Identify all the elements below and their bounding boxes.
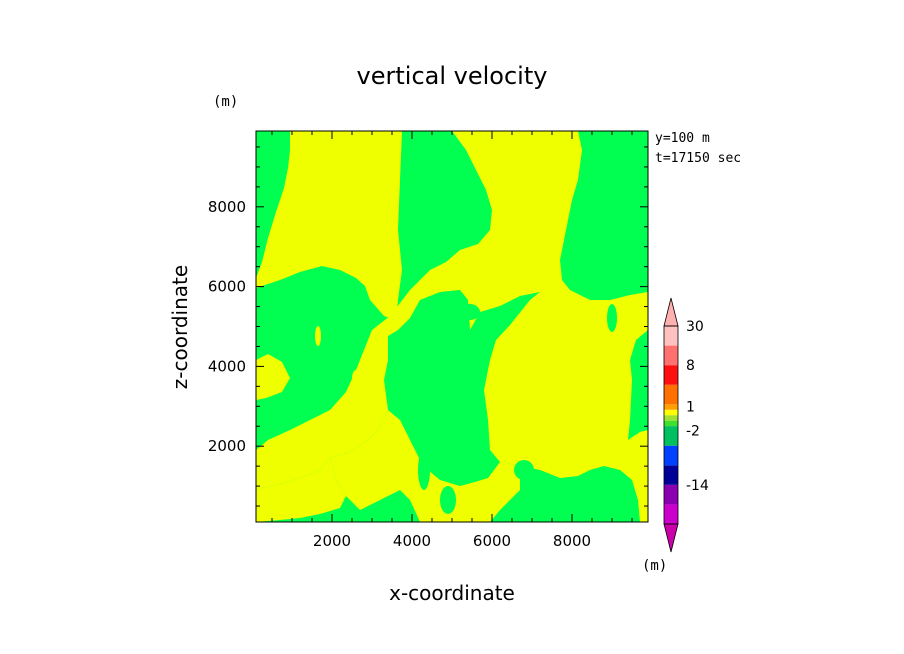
x-tick-label: 2000 bbox=[313, 532, 351, 550]
contour-island-9 bbox=[315, 326, 321, 346]
info-line-1: y=100 m bbox=[655, 131, 710, 146]
contour-island-3 bbox=[460, 304, 480, 320]
contour-island-12 bbox=[586, 350, 594, 370]
colorbar-bin bbox=[664, 465, 678, 485]
colorbar-label: -2 bbox=[686, 424, 700, 440]
contour-island-10 bbox=[518, 384, 526, 400]
contour-region-d bbox=[256, 458, 346, 522]
colorbar-label: 1 bbox=[686, 399, 695, 415]
x-tick-label: 8000 bbox=[553, 532, 591, 550]
colorbar-bottom-arrow bbox=[663, 523, 679, 553]
x-axis-label: x-coordinate bbox=[389, 581, 515, 605]
colorbar-frame bbox=[663, 325, 679, 525]
y-tick-label: 2000 bbox=[208, 437, 246, 455]
colorbar-bin bbox=[664, 415, 678, 421]
x-tick-label: 4000 bbox=[393, 532, 431, 550]
colorbar-bin bbox=[664, 326, 678, 346]
info-line-2: t=17150 sec bbox=[655, 151, 741, 166]
colorbar-top-arrow bbox=[663, 297, 679, 327]
colorbar-bin bbox=[664, 384, 678, 405]
colorbar-bin bbox=[664, 409, 678, 416]
contour-island-4 bbox=[342, 316, 350, 344]
y-tick-label: 6000 bbox=[208, 278, 246, 296]
x-tick-label: 6000 bbox=[473, 532, 511, 550]
contour-island-5 bbox=[568, 246, 580, 270]
colorbar-label: 30 bbox=[686, 319, 704, 335]
contour-island-2 bbox=[440, 486, 456, 514]
contour-region-e bbox=[256, 354, 290, 400]
contour-plot bbox=[256, 131, 648, 522]
y-tick-label: 8000 bbox=[208, 198, 246, 216]
axes: 2000 4000 6000 8000 2000 4000 6000 8000 bbox=[208, 131, 648, 550]
contour-region-b bbox=[256, 131, 648, 522]
contour-region-a bbox=[256, 131, 402, 320]
y-axis-label: z-coordinate bbox=[168, 265, 192, 389]
colorbar-bin bbox=[664, 445, 678, 466]
y-tick-label: 4000 bbox=[208, 357, 246, 375]
contour-island-1 bbox=[418, 450, 430, 490]
colorbar-label: -14 bbox=[686, 478, 709, 494]
contour-island-6 bbox=[607, 304, 617, 332]
colorbar-bin bbox=[664, 365, 678, 385]
colorbar: 30 8 1 -2 -14 bbox=[663, 297, 709, 553]
colorbar-unit-label: (m) bbox=[642, 558, 667, 574]
contour-island-8 bbox=[352, 370, 360, 386]
y-unit-label: (m) bbox=[213, 94, 238, 110]
colorbar-bin bbox=[664, 345, 678, 366]
colorbar-bin bbox=[664, 426, 678, 446]
contour-island-7 bbox=[514, 460, 534, 480]
colorbar-bin bbox=[664, 404, 678, 410]
colorbar-bin bbox=[664, 420, 678, 427]
colorbar-bin bbox=[664, 504, 678, 524]
colorbar-label: 8 bbox=[686, 358, 695, 374]
contour-region-c bbox=[330, 410, 520, 522]
contour-island-11 bbox=[550, 428, 562, 452]
chart-title: vertical velocity bbox=[357, 62, 548, 90]
colorbar-bin bbox=[664, 484, 678, 505]
